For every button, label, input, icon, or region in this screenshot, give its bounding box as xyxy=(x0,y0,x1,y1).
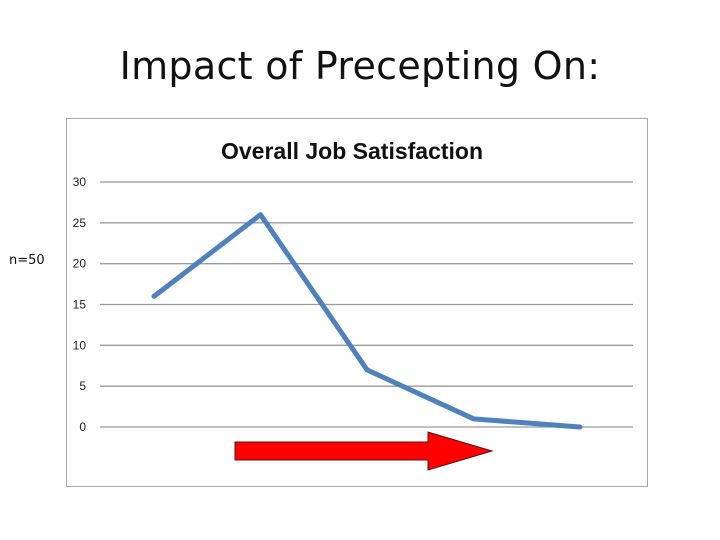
sample-size-note: n=50 xyxy=(9,253,45,268)
data-point-4 xyxy=(472,417,475,420)
y-tick-label-15: 15 xyxy=(73,298,87,312)
grid-lines xyxy=(100,181,633,428)
y-tick-label-25: 25 xyxy=(73,216,87,230)
data-point-2 xyxy=(259,213,262,216)
y-tick-label-0: 0 xyxy=(79,420,86,434)
y-tick-label-20: 20 xyxy=(73,257,87,271)
right-arrow-icon xyxy=(234,431,494,471)
data-point-5 xyxy=(579,426,581,428)
slide-title: Impact of Precepting On: xyxy=(119,44,601,88)
y-tick-label-10: 10 xyxy=(73,338,87,352)
data-point-1 xyxy=(153,295,155,298)
series-line-0 xyxy=(151,212,583,430)
line-chart: Overall Job Satisfaction 0 5 10 15 20 25 30 xyxy=(73,138,633,471)
annotation-group xyxy=(234,431,494,471)
y-tick-label-5: 5 xyxy=(79,379,86,393)
y-tick-label-30: 30 xyxy=(73,175,87,189)
data-point-3 xyxy=(366,368,368,371)
chart-frame: Overall Job Satisfaction 0 5 10 15 20 25 30 xyxy=(66,118,648,487)
y-axis-ticks: 0 5 10 15 20 25 30 xyxy=(73,175,87,434)
chart-title: Overall Job Satisfaction xyxy=(221,138,483,164)
series-group xyxy=(151,212,583,430)
